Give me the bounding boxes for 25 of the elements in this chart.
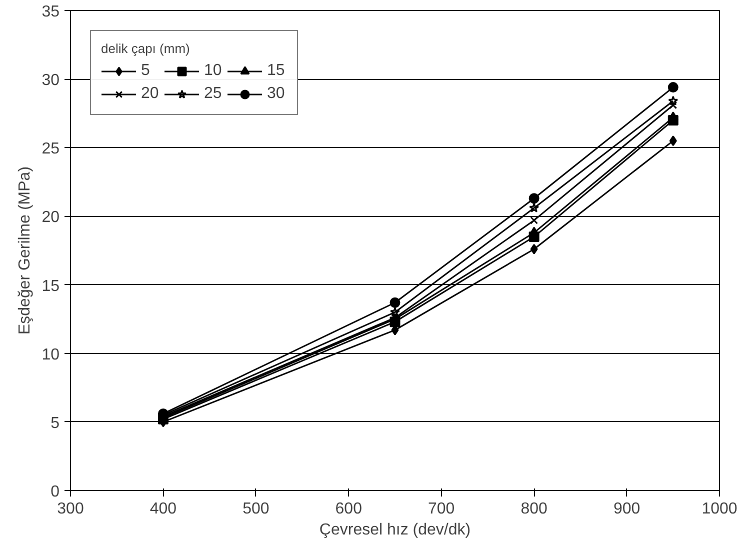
x-tick-label: 800 — [520, 500, 548, 518]
legend-label: 25 — [204, 85, 223, 103]
y-axis-title: Eşdeğer Gerilme (MPa) — [16, 166, 34, 335]
legend-label: 30 — [267, 85, 286, 103]
x-tick-label: 900 — [613, 500, 640, 518]
x-tick-label: 300 — [57, 500, 84, 518]
y-tick-label: 20 — [42, 209, 60, 226]
y-tick-label: 10 — [42, 346, 60, 364]
legend-label: 20 — [141, 85, 160, 103]
y-tick-label: 5 — [50, 414, 60, 432]
x-tick-label: 1000 — [702, 500, 738, 518]
legend-label: 10 — [204, 62, 223, 80]
legend-title: delik çapı (mm) — [101, 41, 191, 56]
y-tick-label: 30 — [42, 72, 60, 90]
legend-label: 15 — [267, 62, 286, 80]
y-tick-label: 15 — [42, 278, 60, 295]
y-tick-label: 25 — [42, 140, 60, 158]
x-tick-label: 700 — [428, 500, 455, 518]
legend-label: 5 — [141, 62, 151, 80]
x-tick-label: 500 — [242, 500, 270, 518]
x-tick-label: 600 — [335, 500, 362, 518]
y-tick-label: 0 — [50, 484, 60, 500]
x-axis-title: Çevresel hız (dev/dk) — [319, 522, 471, 538]
x-tick-label: 400 — [150, 500, 177, 518]
y-tick-label: 35 — [42, 4, 60, 20]
